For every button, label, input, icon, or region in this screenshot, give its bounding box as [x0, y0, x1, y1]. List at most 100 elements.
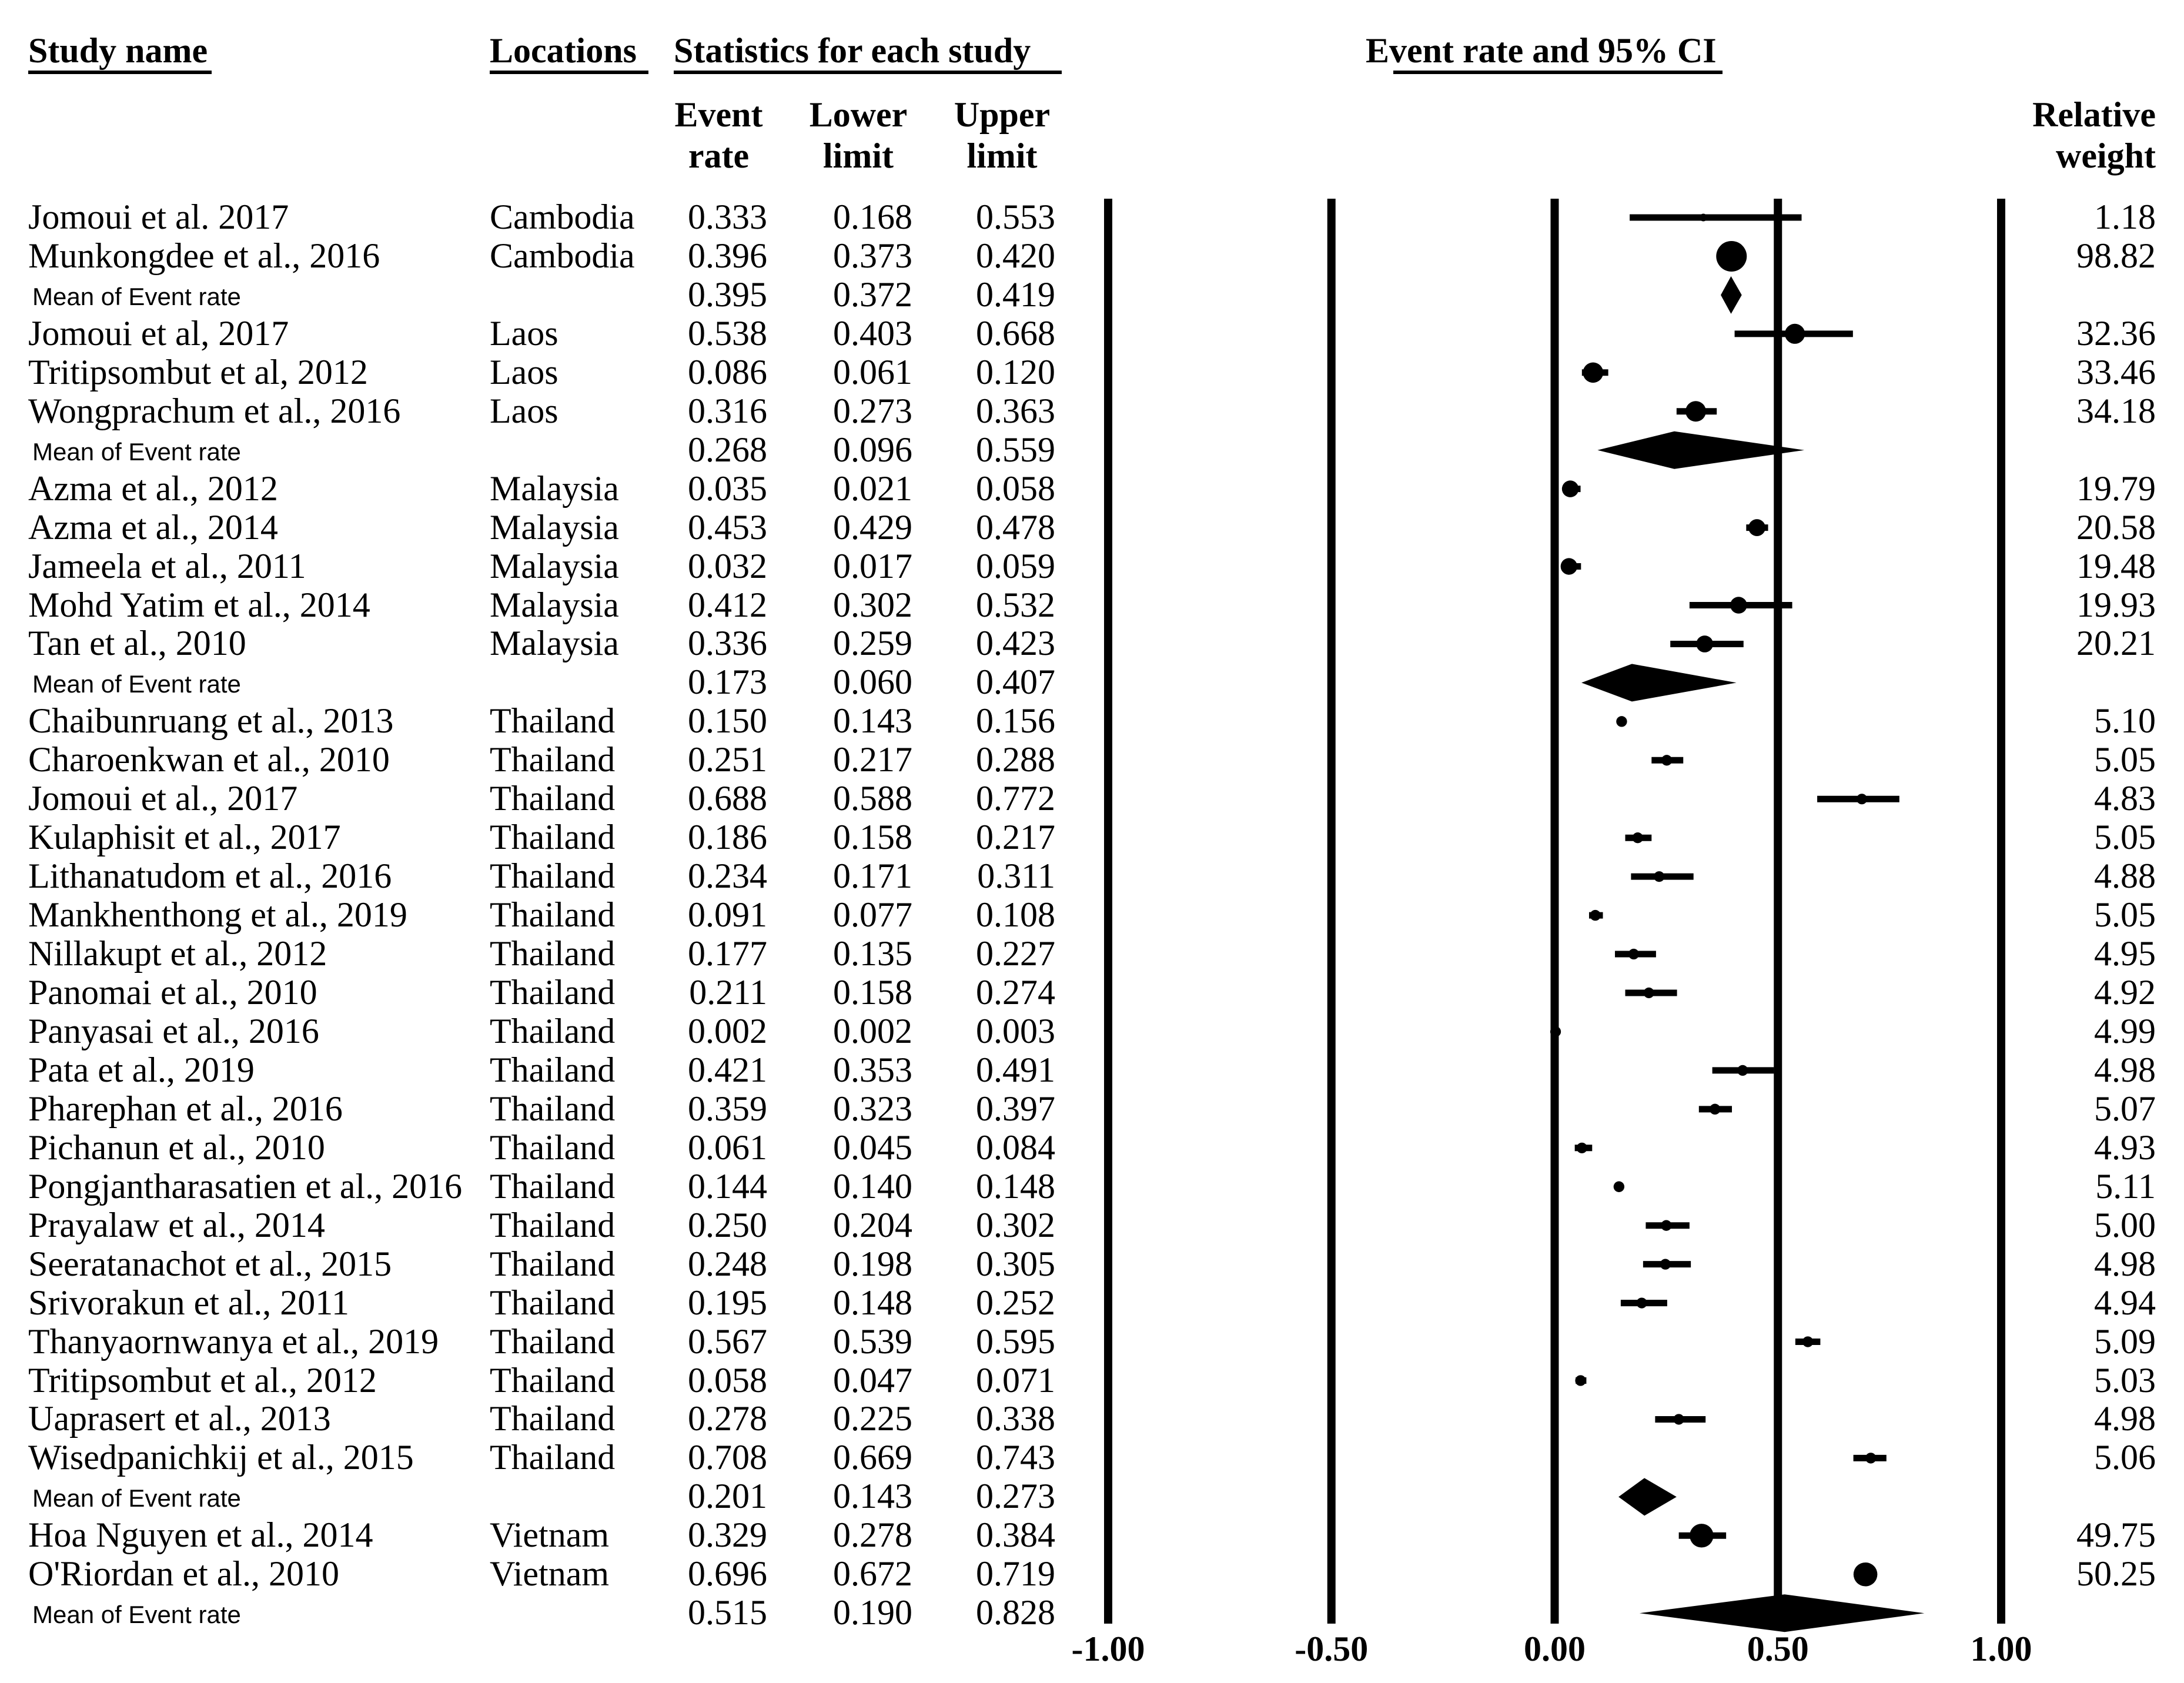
point-estimate-marker: [1628, 948, 1640, 960]
relative-weight-value: 19.48: [2076, 546, 2156, 585]
header-locations-underline: [490, 71, 648, 74]
event-rate-value: 0.251: [688, 740, 767, 779]
x-tick-label: -0.50: [1295, 1630, 1369, 1668]
point-estimate-marker: [1699, 213, 1707, 222]
lower-limit-value: 0.061: [833, 352, 912, 392]
relative-weight-value: 1.18: [2094, 198, 2156, 236]
upper-limit-value: 0.363: [976, 391, 1055, 430]
relative-weight-value: 5.05: [2094, 818, 2156, 857]
event-rate-value: 0.333: [688, 198, 767, 236]
event-rate-value: 0.186: [688, 818, 767, 857]
pooled-estimate-diamond: [1618, 1478, 1677, 1516]
relative-weight-value: 5.05: [2094, 895, 2156, 935]
upper-limit-value: 0.553: [976, 198, 1055, 236]
lower-limit-value: 0.060: [833, 663, 912, 702]
lower-limit-value: 0.158: [833, 818, 912, 857]
lower-limit-value: 0.429: [833, 507, 912, 547]
upper-limit-value: 0.071: [976, 1360, 1055, 1400]
event-rate-value: 0.061: [688, 1127, 767, 1167]
upper-limit-value: 0.084: [976, 1127, 1055, 1167]
point-estimate-marker: [1575, 1375, 1586, 1386]
point-estimate-marker: [1685, 401, 1706, 422]
upper-limit-value: 0.828: [976, 1593, 1055, 1632]
upper-limit-value: 0.397: [976, 1089, 1055, 1128]
study-location: Thailand: [490, 701, 616, 741]
study-name: Jomoui et al, 2017: [28, 313, 289, 353]
mean-row-label: Mean of Event rate: [32, 437, 241, 466]
header-lower-limit-1: Lower: [809, 95, 908, 134]
lower-limit-value: 0.373: [833, 236, 912, 275]
point-estimate-marker: [1853, 1562, 1878, 1587]
point-estimate-marker: [1802, 1336, 1814, 1347]
lower-limit-value: 0.353: [833, 1050, 912, 1089]
mean-row-label: Mean of Event rate: [32, 1484, 241, 1513]
study-name: Panyasai et al., 2016: [28, 1011, 319, 1050]
study-name: Pharephan et al., 2016: [28, 1089, 343, 1128]
lower-limit-value: 0.158: [833, 973, 912, 1012]
relative-weight-value: 4.98: [2094, 1244, 2156, 1283]
study-name: Nillakupt et al., 2012: [28, 934, 327, 973]
study-location: Thailand: [490, 973, 616, 1012]
relative-weight-value: 20.21: [2076, 624, 2156, 663]
upper-limit-value: 0.743: [976, 1438, 1055, 1477]
lower-limit-value: 0.198: [833, 1244, 912, 1283]
study-name: Thanyaornwanya et al., 2019: [28, 1321, 439, 1361]
upper-limit-value: 0.420: [976, 236, 1055, 275]
study-location: Thailand: [490, 1089, 616, 1128]
event-rate-value: 0.316: [688, 391, 767, 430]
study-location: Thailand: [490, 1166, 616, 1206]
study-name: Hoa Nguyen et al., 2014: [28, 1515, 373, 1555]
upper-limit-value: 0.252: [976, 1283, 1055, 1322]
point-estimate-marker: [1716, 240, 1747, 272]
event-rate-value: 0.412: [688, 585, 767, 624]
header-plot-title-underline: [1393, 71, 1723, 74]
upper-limit-value: 0.668: [976, 313, 1055, 353]
relative-weight-value: 4.99: [2094, 1011, 2156, 1050]
upper-limit-value: 0.273: [976, 1477, 1055, 1516]
event-rate-value: 0.250: [688, 1205, 767, 1244]
lower-limit-value: 0.539: [833, 1321, 912, 1361]
study-location: Thailand: [490, 1050, 616, 1089]
point-estimate-marker: [1616, 716, 1627, 727]
lower-limit-value: 0.171: [833, 856, 912, 896]
header-statistics-underline: [674, 71, 1062, 74]
event-rate-value: 0.195: [688, 1283, 767, 1322]
event-rate-value: 0.567: [688, 1321, 767, 1361]
point-estimate-marker: [1661, 755, 1673, 766]
event-rate-value: 0.173: [688, 663, 767, 702]
mean-row-label: Mean of Event rate: [32, 282, 241, 310]
lower-limit-value: 0.096: [833, 430, 912, 469]
header-study-name: Study name: [28, 31, 208, 70]
lower-limit-value: 0.047: [833, 1360, 912, 1400]
study-name: Srivorakun et al., 2011: [28, 1283, 350, 1322]
study-location: Thailand: [490, 1438, 616, 1477]
lower-limit-value: 0.588: [833, 779, 912, 818]
study-location: Laos: [490, 391, 558, 430]
upper-limit-value: 0.302: [976, 1205, 1055, 1244]
study-location: Thailand: [490, 1360, 616, 1400]
pooled-estimate-diamond: [1721, 276, 1742, 314]
event-rate-value: 0.421: [688, 1050, 767, 1089]
lower-limit-value: 0.140: [833, 1166, 912, 1206]
lower-limit-value: 0.259: [833, 624, 912, 663]
point-estimate-marker: [1576, 1142, 1587, 1153]
upper-limit-value: 0.311: [977, 856, 1055, 896]
event-rate-value: 0.696: [688, 1554, 767, 1594]
x-tick-label: 0.00: [1524, 1630, 1586, 1668]
event-rate-value: 0.150: [688, 701, 767, 741]
study-location: Vietnam: [490, 1515, 609, 1555]
event-rate-value: 0.688: [688, 779, 767, 818]
x-tick-label: -1.00: [1071, 1630, 1145, 1668]
event-rate-value: 0.453: [688, 507, 767, 547]
event-rate-value: 0.268: [688, 430, 767, 469]
relative-weight-value: 4.92: [2094, 973, 2156, 1012]
study-location: Malaysia: [490, 507, 619, 547]
study-name: Tan et al., 2010: [28, 624, 246, 663]
study-name: Jomoui et al., 2017: [28, 779, 298, 818]
upper-limit-value: 0.156: [976, 701, 1055, 741]
point-estimate-marker: [1613, 1181, 1625, 1192]
upper-limit-value: 0.719: [976, 1554, 1055, 1594]
header-plot-title: Event rate and 95% CI: [1366, 31, 1717, 70]
study-name: Azma et al., 2012: [28, 469, 278, 508]
study-location: Malaysia: [490, 546, 619, 585]
